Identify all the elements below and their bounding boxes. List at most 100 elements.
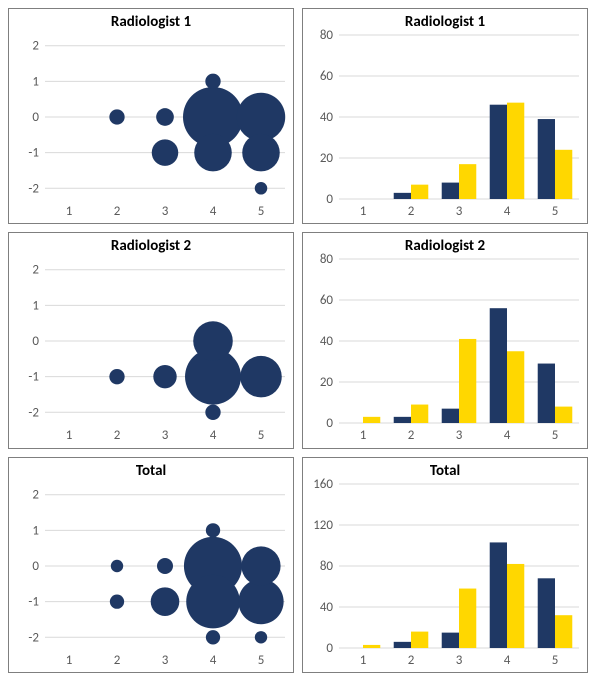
y-tick-label: 160 bbox=[313, 477, 333, 492]
x-tick-label: 2 bbox=[114, 653, 121, 668]
bar bbox=[538, 119, 555, 199]
bar bbox=[411, 405, 428, 423]
y-tick-label: 0 bbox=[326, 641, 333, 656]
bar bbox=[459, 588, 476, 647]
panel-bubble-radiologist-1: Radiologist 1-2-101212345 bbox=[8, 8, 294, 224]
x-tick-label: 5 bbox=[552, 204, 559, 219]
y-tick-label: -2 bbox=[28, 406, 39, 421]
bubble-point bbox=[156, 108, 174, 126]
bar bbox=[411, 631, 428, 647]
bar bbox=[507, 103, 524, 199]
plot-area: 02040608012345 bbox=[303, 9, 587, 223]
bar bbox=[411, 185, 428, 199]
y-tick-label: 2 bbox=[32, 487, 39, 502]
x-tick-label: 1 bbox=[360, 653, 367, 668]
x-tick-label: 4 bbox=[504, 204, 511, 219]
bubble-point bbox=[255, 631, 267, 643]
y-tick-label: 0 bbox=[326, 416, 333, 431]
x-tick-label: 4 bbox=[210, 428, 217, 443]
y-tick-label: 2 bbox=[32, 263, 39, 278]
plot-area: -2-101212345 bbox=[9, 9, 293, 223]
bubble-point bbox=[109, 109, 124, 124]
x-tick-label: 1 bbox=[360, 428, 367, 443]
x-tick-label: 5 bbox=[258, 653, 265, 668]
y-tick-label: 0 bbox=[32, 110, 39, 125]
bubble-point bbox=[193, 322, 233, 362]
bar bbox=[394, 642, 411, 648]
y-tick-label: 1 bbox=[32, 523, 39, 538]
bar bbox=[490, 105, 507, 199]
y-tick-label: 60 bbox=[320, 69, 334, 84]
bubble-point bbox=[255, 182, 268, 195]
x-tick-label: 4 bbox=[504, 653, 511, 668]
bar bbox=[555, 150, 572, 199]
y-tick-label: 20 bbox=[320, 375, 334, 390]
bubble-point bbox=[153, 365, 176, 388]
plot-area: -2 -1 0 1 2 1 2 3 4 5 bbox=[9, 458, 293, 672]
plot-area: 0 20 40 60 80 1 2 3 4 5 bbox=[303, 233, 587, 447]
bar bbox=[363, 417, 380, 423]
bubble-point bbox=[157, 558, 173, 574]
x-tick-label: 3 bbox=[456, 653, 463, 668]
bar bbox=[442, 183, 459, 199]
bar bbox=[442, 632, 459, 647]
bubble-point bbox=[242, 134, 280, 172]
bubble-point bbox=[238, 579, 283, 624]
y-tick-label: -2 bbox=[28, 181, 39, 196]
bubble-point bbox=[151, 587, 180, 616]
y-tick-label: 2 bbox=[32, 39, 39, 54]
bar bbox=[555, 615, 572, 648]
y-tick-label: 40 bbox=[320, 110, 334, 125]
panel-bar-radiologist-1: Radiologist 102040608012345 bbox=[302, 8, 588, 224]
x-tick-label: 2 bbox=[408, 204, 415, 219]
y-tick-label: -1 bbox=[28, 594, 39, 609]
y-tick-label: 80 bbox=[320, 28, 334, 43]
x-tick-label: 5 bbox=[258, 428, 265, 443]
bar bbox=[394, 193, 411, 199]
bubble-point bbox=[206, 630, 220, 644]
y-tick-label: 60 bbox=[320, 293, 334, 308]
x-tick-label: 5 bbox=[552, 653, 559, 668]
bar bbox=[459, 164, 476, 199]
panel-bubble-total: Total-2-101212345 bbox=[8, 457, 294, 673]
chart-svg: -2-101212345 bbox=[9, 9, 293, 223]
chart-svg: 0 20 40 60 80 1 2 3 4 5 bbox=[303, 233, 587, 447]
panel-bar-radiologist-2: Radiologist 202040608012345 bbox=[302, 232, 588, 448]
bubble-point bbox=[205, 74, 220, 89]
x-tick-label: 1 bbox=[66, 428, 73, 443]
bar bbox=[490, 542, 507, 648]
y-tick-label: 40 bbox=[320, 334, 334, 349]
bubble-point bbox=[241, 546, 280, 585]
bubble-point bbox=[111, 559, 123, 571]
y-tick-label: 1 bbox=[32, 74, 39, 89]
x-tick-label: 3 bbox=[162, 204, 169, 219]
bubble-point bbox=[152, 139, 179, 166]
x-tick-label: 4 bbox=[210, 653, 217, 668]
x-tick-label: 3 bbox=[162, 653, 169, 668]
chart-svg: 02040608012345 bbox=[303, 9, 587, 223]
y-tick-label: 80 bbox=[320, 252, 334, 267]
chart-svg: 0408012016012345 bbox=[303, 458, 587, 672]
x-tick-label: 4 bbox=[210, 204, 217, 219]
y-tick-label: 0 bbox=[326, 192, 333, 207]
y-tick-label: 20 bbox=[320, 151, 334, 166]
plot-area: -2-101212345 bbox=[9, 233, 293, 447]
bar bbox=[538, 364, 555, 423]
y-tick-label: 80 bbox=[320, 559, 334, 574]
x-tick-label: 3 bbox=[456, 428, 463, 443]
x-tick-label: 4 bbox=[504, 428, 511, 443]
y-tick-label: -2 bbox=[28, 630, 39, 645]
x-tick-label: 2 bbox=[408, 428, 415, 443]
panel-bubble-radiologist-2: Radiologist 2-2-101212345 bbox=[8, 232, 294, 448]
y-tick-label: 0 bbox=[32, 559, 39, 574]
bar bbox=[459, 339, 476, 423]
bar bbox=[507, 352, 524, 424]
bubble-point bbox=[110, 594, 124, 608]
x-tick-label: 5 bbox=[258, 204, 265, 219]
y-tick-label: 1 bbox=[32, 299, 39, 314]
x-tick-label: 5 bbox=[552, 428, 559, 443]
y-tick-label: -1 bbox=[28, 370, 39, 385]
y-tick-label: -1 bbox=[28, 146, 39, 161]
bubble-point bbox=[186, 575, 240, 629]
x-tick-label: 1 bbox=[66, 653, 73, 668]
